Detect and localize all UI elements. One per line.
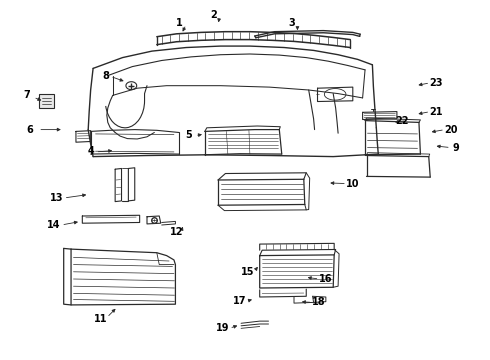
Text: 19: 19 <box>216 323 230 333</box>
Text: 13: 13 <box>49 193 63 203</box>
Text: 20: 20 <box>444 125 458 135</box>
Text: 16: 16 <box>319 274 333 284</box>
Text: 18: 18 <box>312 297 325 307</box>
Text: 23: 23 <box>429 78 443 88</box>
Text: 3: 3 <box>288 18 295 28</box>
Text: 6: 6 <box>26 125 33 135</box>
Text: 2: 2 <box>210 10 217 20</box>
Text: 5: 5 <box>185 130 192 140</box>
Text: 9: 9 <box>452 143 459 153</box>
Text: 17: 17 <box>233 296 247 306</box>
Text: 12: 12 <box>170 227 183 237</box>
Text: 21: 21 <box>429 107 443 117</box>
Text: 7: 7 <box>24 90 30 100</box>
Text: 4: 4 <box>87 146 94 156</box>
Text: 1: 1 <box>175 18 182 28</box>
Text: 11: 11 <box>94 314 107 324</box>
Bar <box>39 94 54 108</box>
Text: 14: 14 <box>47 220 61 230</box>
Text: 15: 15 <box>241 267 254 277</box>
Text: 10: 10 <box>346 179 360 189</box>
Text: 8: 8 <box>102 71 109 81</box>
Text: 22: 22 <box>395 116 409 126</box>
